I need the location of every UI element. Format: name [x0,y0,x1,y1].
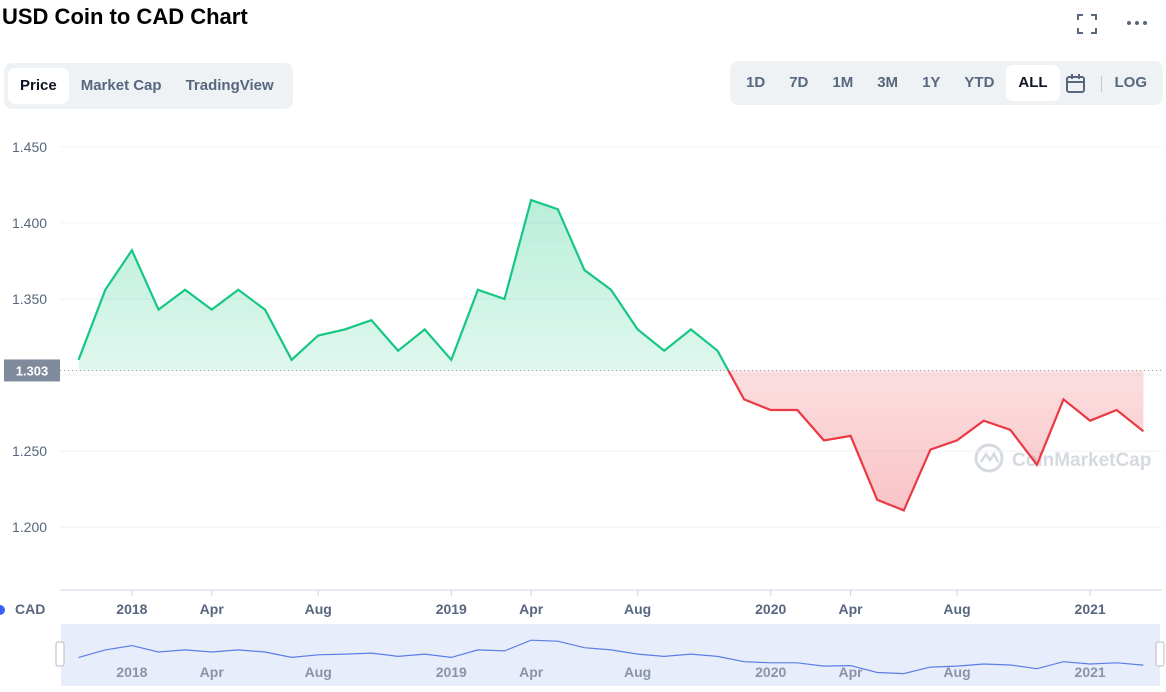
range-button[interactable]: ALL [1006,65,1060,101]
navigator-tick-label: 2021 [1075,664,1106,680]
more-icon[interactable] [1126,18,1148,28]
y-tick-label: 1.450 [12,139,47,155]
x-tick-label: 2020 [755,601,786,617]
x-tick-label: Aug [943,601,970,617]
x-tick-label: 2018 [116,601,147,617]
currency-dot [0,605,5,615]
y-tick-label: 1.350 [12,291,47,307]
x-tick-label: Apr [200,601,225,617]
baseline-label: 1.303 [16,363,49,378]
x-tick-label: Aug [305,601,332,617]
navigator-tick-label: 2018 [116,664,147,680]
range-button[interactable]: 3M [877,74,899,91]
navigator-tick-label: Apr [200,664,225,680]
navigator-tick-label: 2019 [436,664,467,680]
navigator-line [78,639,1144,675]
x-tick-label: 2021 [1075,601,1106,617]
x-tick-label: Apr [839,601,864,617]
navigator[interactable] [61,624,1160,686]
tab[interactable]: Market Cap [80,77,162,94]
navigator-handle[interactable] [1155,641,1165,667]
range-button[interactable]: YTD [964,74,995,91]
y-tick-label: 1.400 [12,215,47,231]
range-button[interactable]: 7D [789,74,809,91]
range-button[interactable]: 1M [832,74,854,91]
price-line [77,198,730,371]
range-button[interactable]: 1Y [922,74,941,91]
fullscreen-icon[interactable] [1076,13,1098,35]
range-button[interactable]: 1D [746,74,766,91]
page-title: USD Coin to CAD Chart [2,4,248,29]
tab[interactable]: TradingView [185,77,274,94]
navigator-tick-label: Apr [519,664,544,680]
log-button[interactable]: LOG [1114,74,1148,91]
price-line [727,370,1145,512]
area-fill [78,200,1144,371]
range-group: 1D 7D 1M 3M 1Y YTD ALL LOG [730,61,1163,105]
navigator-tick-label: 2020 [755,664,786,680]
navigator-handle[interactable] [55,641,65,667]
y-tick-label: 1.200 [12,519,47,535]
tab-group: Price Market Cap TradingView [4,63,293,109]
separator [1101,76,1102,92]
watermark-logo [974,443,1004,473]
navigator-tick-label: Aug [305,664,332,680]
area-fill [728,370,1144,511]
x-tick-label: 2019 [436,601,467,617]
x-tick-label: Aug [624,601,651,617]
baseline-label-box [4,359,60,382]
x-tick-label: Apr [519,601,544,617]
navigator-tick-label: Aug [624,664,651,680]
tab[interactable]: Price [8,68,69,104]
watermark: CoinMarketCap [1012,450,1151,471]
navigator-tick-label: Aug [943,664,970,680]
y-tick-label: 1.250 [12,443,47,459]
calendar-icon[interactable] [1065,73,1087,95]
navigator-tick-label: Apr [839,664,864,680]
currency-label: CAD [15,601,45,617]
